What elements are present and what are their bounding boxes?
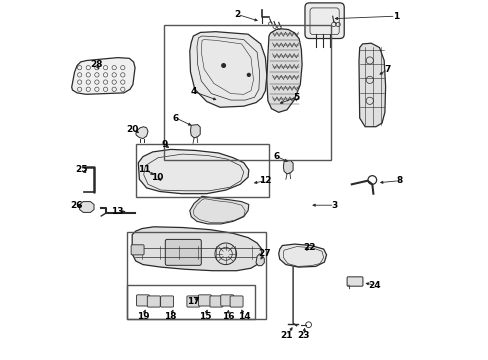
- Text: 12: 12: [259, 176, 271, 185]
- Polygon shape: [189, 32, 266, 107]
- Text: 1: 1: [392, 12, 398, 21]
- Text: 27: 27: [258, 249, 270, 258]
- Polygon shape: [138, 149, 248, 194]
- Text: 6: 6: [273, 152, 280, 161]
- Bar: [127, 285, 255, 319]
- Text: 15: 15: [198, 311, 211, 320]
- Text: 23: 23: [297, 331, 309, 340]
- Bar: [163, 25, 330, 160]
- Text: 22: 22: [303, 243, 315, 252]
- Text: 21: 21: [280, 331, 293, 340]
- Text: 4: 4: [190, 87, 197, 96]
- Text: 6: 6: [173, 113, 179, 122]
- FancyBboxPatch shape: [131, 245, 144, 255]
- Text: 3: 3: [331, 201, 337, 210]
- Bar: [136, 144, 268, 197]
- Polygon shape: [132, 227, 261, 271]
- Text: 18: 18: [164, 311, 177, 320]
- FancyBboxPatch shape: [198, 295, 211, 306]
- FancyBboxPatch shape: [186, 296, 200, 307]
- FancyBboxPatch shape: [209, 296, 223, 307]
- Polygon shape: [80, 202, 94, 212]
- Polygon shape: [358, 43, 385, 127]
- Text: 16: 16: [222, 311, 234, 320]
- Text: 17: 17: [187, 297, 199, 306]
- Circle shape: [247, 73, 250, 76]
- FancyBboxPatch shape: [136, 295, 149, 306]
- Text: 13: 13: [111, 207, 124, 216]
- FancyBboxPatch shape: [346, 277, 362, 286]
- Polygon shape: [190, 125, 200, 138]
- FancyBboxPatch shape: [147, 296, 160, 307]
- FancyBboxPatch shape: [165, 239, 201, 265]
- Polygon shape: [189, 196, 248, 224]
- Polygon shape: [283, 161, 292, 174]
- FancyBboxPatch shape: [305, 3, 344, 39]
- Text: 20: 20: [126, 125, 138, 134]
- Polygon shape: [136, 127, 148, 139]
- Bar: [127, 232, 265, 319]
- Text: 14: 14: [238, 311, 250, 320]
- Text: 7: 7: [384, 65, 390, 74]
- Polygon shape: [72, 58, 135, 94]
- Polygon shape: [266, 29, 302, 112]
- Text: 9: 9: [161, 140, 167, 149]
- Text: 26: 26: [70, 202, 82, 210]
- Text: 24: 24: [368, 281, 380, 289]
- Text: 11: 11: [138, 165, 150, 174]
- Text: 5: 5: [293, 93, 299, 102]
- Text: 8: 8: [395, 176, 402, 185]
- Polygon shape: [256, 254, 264, 266]
- Text: 25: 25: [75, 165, 88, 174]
- Text: 28: 28: [90, 60, 102, 69]
- Circle shape: [222, 64, 225, 67]
- FancyBboxPatch shape: [160, 296, 173, 307]
- Polygon shape: [278, 244, 326, 267]
- FancyBboxPatch shape: [230, 296, 243, 307]
- Text: 2: 2: [234, 10, 240, 19]
- FancyBboxPatch shape: [220, 295, 233, 306]
- Text: 19: 19: [136, 311, 149, 320]
- Text: 10: 10: [151, 173, 163, 181]
